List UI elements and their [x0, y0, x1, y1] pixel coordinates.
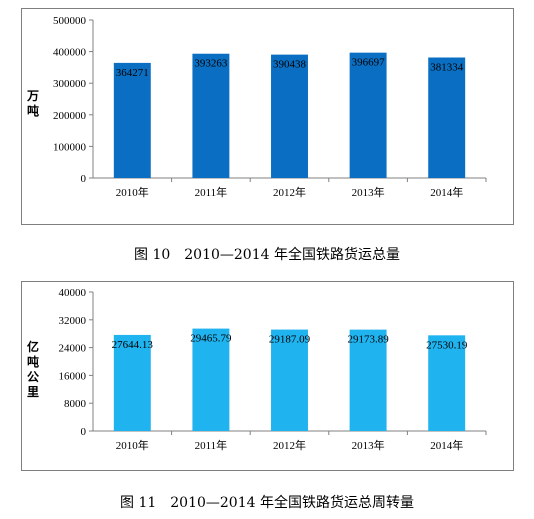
data-label: 381334 [430, 61, 464, 73]
data-label: 29173.89 [347, 334, 389, 346]
volume-bar-1 [192, 53, 230, 178]
y-axis-label-char: 万 [26, 89, 39, 103]
volume-bar-0 [113, 62, 151, 178]
data-label: 393263 [194, 58, 228, 70]
y-tick-label: 0 [81, 173, 87, 185]
data-label: 364271 [116, 67, 149, 79]
y-tick-label: 32000 [59, 315, 87, 327]
y-axis-label-char: 亿 [27, 339, 39, 354]
y-axis-label-char: 吨 [27, 354, 39, 369]
volume-bar-4 [428, 57, 466, 178]
figure-10-caption: 图 10 2010—2014 年全国铁路货运总量 [134, 247, 400, 263]
volume-bar-3 [349, 52, 387, 178]
x-tick-label: 2014年 [430, 185, 463, 199]
x-tick-label: 2012年 [273, 185, 306, 199]
y-tick-label: 400000 [53, 47, 87, 59]
x-tick-label: 2010年 [116, 185, 149, 199]
x-tick-label: 2012年 [273, 438, 306, 452]
figure-11-caption: 图 11 2010—2014 年全国铁路货运总周转量 [120, 495, 414, 511]
data-label: 390438 [273, 59, 307, 71]
y-tick-label: 0 [81, 426, 87, 438]
turnover-bar-3 [349, 329, 387, 431]
y-tick-label: 40000 [59, 287, 87, 299]
x-tick-label: 2014年 [430, 438, 463, 452]
y-tick-label: 200000 [53, 110, 87, 122]
y-tick-label: 24000 [59, 343, 87, 355]
x-tick-label: 2013年 [352, 438, 385, 452]
volume-bar-2 [271, 54, 308, 178]
y-tick-label: 8000 [64, 398, 87, 410]
data-label: 27644.13 [112, 339, 154, 351]
y-axis-label-char: 公 [27, 370, 39, 384]
data-label: 29465.79 [190, 333, 232, 345]
x-tick-label: 2011年 [195, 185, 228, 199]
data-label: 27530.19 [426, 339, 468, 351]
turnover-bar-1 [192, 328, 230, 431]
y-tick-label: 16000 [59, 370, 87, 382]
turnover-bar-0 [113, 334, 151, 431]
y-tick-label: 300000 [53, 78, 87, 90]
y-tick-label: 100000 [53, 141, 87, 153]
turnover-bar-4 [428, 335, 466, 431]
y-axis-label-char: 吨 [27, 103, 39, 118]
x-tick-label: 2013年 [352, 185, 385, 199]
y-tick-label: 500000 [53, 15, 87, 27]
turnover-bar-2 [271, 329, 308, 431]
x-tick-label: 2011年 [195, 438, 228, 452]
data-label: 29187.09 [269, 334, 311, 346]
x-tick-label: 2010年 [116, 438, 149, 452]
data-label: 396697 [352, 57, 386, 69]
y-axis-label-char: 里 [27, 384, 39, 399]
